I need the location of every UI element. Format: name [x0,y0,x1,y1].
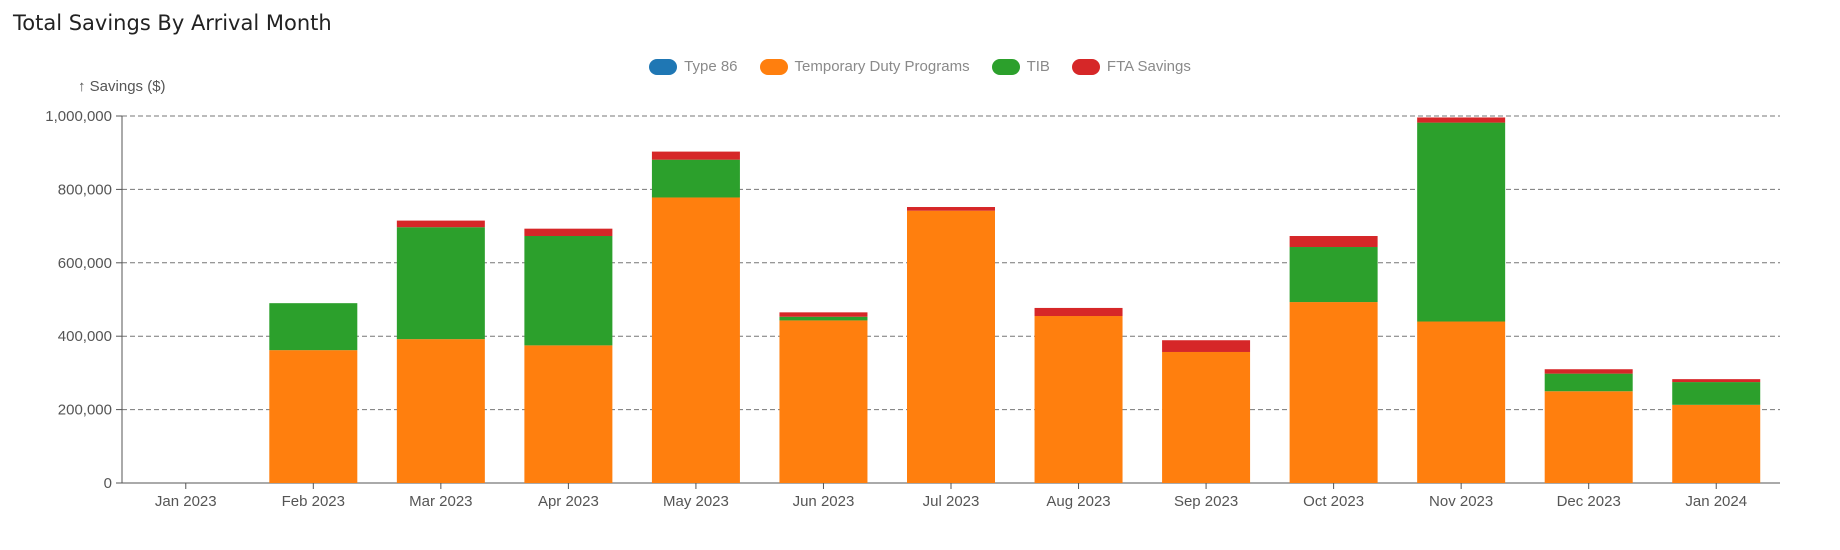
y-tick-label: 600,000 [58,255,112,272]
legend-item-fta-savings[interactable]: FTA Savings [1071,58,1191,75]
bar-segment [1417,122,1506,322]
legend-item-tib[interactable]: TIB [991,58,1050,75]
bar-segment [1672,382,1761,405]
bar-segment [269,350,358,483]
y-tick-label: 800,000 [58,181,112,198]
x-tick-label: Aug 2023 [1046,493,1110,510]
legend-swatch [1071,58,1100,75]
legend-swatch [649,58,678,75]
x-tick-label: Jan 2024 [1685,493,1747,510]
y-tick-label: 0 [104,475,112,492]
bar-segment [1544,373,1633,392]
bar-segment [396,227,485,340]
x-tick-label: Sep 2023 [1174,493,1238,510]
bar-segment [269,303,358,351]
bar-segment [524,228,613,237]
bar-segment [779,312,868,317]
bar-segment [1162,351,1251,483]
x-tick-label: Apr 2023 [538,493,599,510]
legend-label: Temporary Duty Programs [794,58,970,75]
bar-segment [1544,391,1633,483]
bar-segment [1544,369,1633,374]
x-tick-label: Jul 2023 [923,493,980,510]
bar-segment [779,316,868,321]
x-tick-label: Dec 2023 [1557,493,1621,510]
x-tick-label: Nov 2023 [1429,493,1493,510]
y-tick-label: 400,000 [58,328,112,345]
bar-segment [1417,117,1506,123]
bar-segment [1289,247,1378,303]
x-tick-label: Oct 2023 [1303,493,1364,510]
bar-segment [651,197,740,483]
bar-segment [396,339,485,483]
legend-label: TIB [1026,58,1050,75]
x-tick-label: Jan 2023 [155,493,217,510]
legend-label: FTA Savings [1106,58,1191,75]
bar-segment [906,207,996,211]
bar-segment [1672,379,1761,383]
bar-segment [1034,307,1123,317]
legend-label: Type 86 [684,58,738,75]
chart-legend: Type 86 Temporary Duty Programs TIB FTA … [0,58,1840,75]
bar-segment [1289,236,1378,248]
chart-title: Total Savings By Arrival Month [13,11,332,35]
bar-segment [779,320,868,483]
x-tick-label: Feb 2023 [282,493,345,510]
x-tick-label: Mar 2023 [409,493,472,510]
bar-segment [651,151,740,160]
bar-segment [1289,302,1378,483]
legend-item-temporary-duty-programs[interactable]: Temporary Duty Programs [759,58,970,75]
bar-segment [1162,340,1251,352]
bar-segment [524,345,613,483]
legend-swatch [991,58,1020,75]
bar-segment [524,236,613,346]
bar-segment [1417,321,1506,483]
bar-segment [1034,316,1123,483]
y-axis-title: ↑ Savings ($) [78,78,166,95]
legend-item-type-86[interactable]: Type 86 [649,58,738,75]
bar-segment [906,210,996,483]
y-tick-label: 200,000 [58,402,112,419]
x-tick-label: May 2023 [663,493,729,510]
bar-segment [1672,404,1761,483]
y-tick-label: 1,000,000 [45,108,112,125]
bar-segment [396,220,485,228]
legend-swatch [759,58,788,75]
bar-segment [651,159,740,198]
x-tick-label: Jun 2023 [793,493,855,510]
